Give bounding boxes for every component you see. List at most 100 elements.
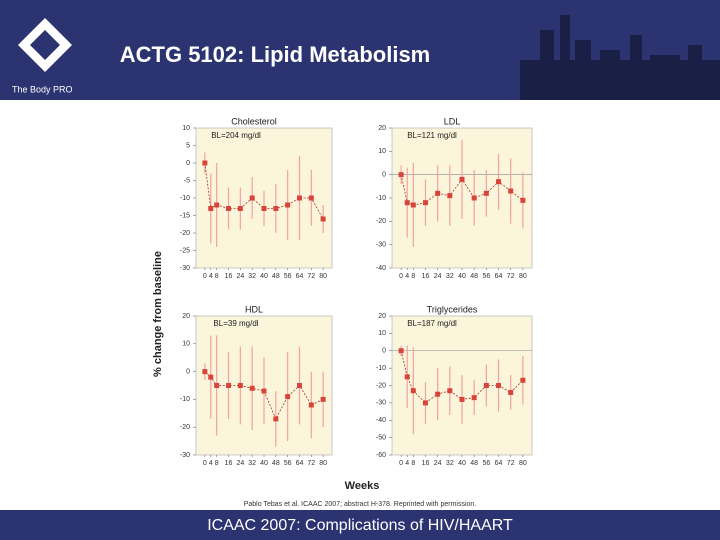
x-tick-label: 4 (209, 273, 213, 280)
y-tick-label: 0 (382, 172, 386, 179)
x-tick-label: 80 (319, 273, 327, 280)
chart-subtitle: BL=39 mg/dl (213, 319, 258, 328)
x-tick-label: 40 (260, 460, 268, 467)
series-line (204, 371, 324, 420)
y-tick-label: -25 (180, 247, 190, 254)
x-tick-label: 72 (307, 460, 315, 467)
y-tick-label: 10 (182, 341, 190, 348)
marker (471, 395, 477, 401)
x-tick-label: 48 (272, 273, 280, 280)
y-tick-label: 20 (182, 313, 190, 320)
x-tick-label: 64 (495, 460, 503, 467)
y-tick-label: -10 (376, 195, 386, 202)
citation: Pablo Tebas et al. ICAAC 2007; abstract … (244, 501, 477, 508)
chart-title: Triglycerides (427, 304, 478, 314)
x-tick-label: 16 (422, 460, 430, 467)
y-tick-label: 10 (182, 125, 190, 132)
marker (214, 202, 220, 208)
marker (483, 190, 489, 196)
y-tick-label: -10 (180, 195, 190, 202)
chart-subtitle: BL=204 mg/dl (211, 131, 261, 140)
x-tick-label: 8 (411, 460, 415, 467)
marker (308, 402, 314, 408)
marker (447, 193, 453, 199)
y-tick-label: -20 (376, 218, 386, 225)
marker (261, 388, 267, 394)
x-tick-label: 56 (284, 460, 292, 467)
marker (422, 200, 428, 206)
x-tick-label: 4 (209, 460, 213, 467)
marker (404, 374, 410, 380)
x-tick-label: 4 (405, 460, 409, 467)
x-tick-label: 40 (260, 273, 268, 280)
marker (208, 206, 214, 211)
y-tick-label: 20 (378, 125, 386, 132)
x-tick-label: 48 (272, 460, 280, 467)
y-tick-label: -20 (180, 424, 190, 431)
x-tick-label: 16 (422, 273, 430, 280)
x-tick-label: 16 (225, 460, 233, 467)
x-tick-label: 32 (446, 273, 454, 280)
chart-subtitle: BL=121 mg/dl (407, 131, 457, 140)
footer-band (0, 510, 720, 540)
x-tick-label: 40 (458, 460, 466, 467)
y-tick-label: -30 (180, 452, 190, 459)
y-tick-label: -30 (376, 400, 386, 407)
x-tick-label: 64 (296, 460, 304, 467)
marker (410, 388, 416, 394)
marker (459, 396, 465, 402)
x-tick-label: 32 (446, 460, 454, 467)
marker (273, 416, 279, 422)
y-tick-label: 5 (186, 142, 190, 149)
x-tick-label: 0 (399, 273, 403, 280)
x-tick-label: 24 (434, 273, 442, 280)
marker (202, 369, 208, 375)
marker (237, 383, 243, 388)
marker (214, 383, 220, 388)
marker (404, 200, 410, 206)
marker (273, 206, 279, 211)
x-tick-label: 8 (411, 273, 415, 280)
marker (320, 396, 326, 402)
x-tick-label: 0 (203, 273, 207, 280)
marker (422, 400, 428, 406)
marker (520, 377, 526, 383)
x-tick-label: 8 (215, 460, 219, 467)
x-tick-label: 64 (495, 273, 503, 280)
x-tick-label: 32 (248, 460, 256, 467)
x-axis-label: Weeks (345, 480, 380, 492)
x-tick-label: 24 (434, 460, 442, 467)
series-line (400, 174, 524, 206)
y-tick-label: 0 (382, 348, 386, 355)
x-tick-label: 48 (470, 460, 478, 467)
marker (296, 383, 302, 388)
y-tick-label: -40 (376, 265, 386, 272)
marker (237, 206, 243, 211)
y-tick-label: -40 (376, 417, 386, 424)
x-tick-label: 0 (203, 460, 207, 467)
x-tick-label: 56 (482, 460, 490, 467)
y-tick-label: 10 (378, 148, 386, 155)
x-tick-label: 40 (458, 273, 466, 280)
marker (508, 389, 514, 395)
slide-title: ACTG 5102: Lipid Metabolism (120, 42, 431, 67)
x-tick-label: 56 (284, 273, 292, 280)
logo (18, 18, 72, 72)
brand: The Body PRO (12, 84, 73, 94)
marker (226, 383, 232, 388)
skyline (520, 15, 720, 100)
marker (471, 195, 477, 201)
marker (435, 190, 441, 196)
y-tick-label: 20 (378, 313, 386, 320)
x-tick-label: 64 (296, 273, 304, 280)
x-tick-label: 0 (399, 460, 403, 467)
marker (249, 195, 255, 201)
marker (496, 383, 502, 388)
marker (226, 206, 232, 211)
chart-subtitle: BL=187 mg/dl (407, 319, 457, 328)
x-tick-label: 24 (236, 273, 244, 280)
marker (249, 385, 255, 391)
x-tick-label: 24 (236, 460, 244, 467)
footer: ICAAC 2007: Complications of HIV/HAART (207, 517, 513, 534)
